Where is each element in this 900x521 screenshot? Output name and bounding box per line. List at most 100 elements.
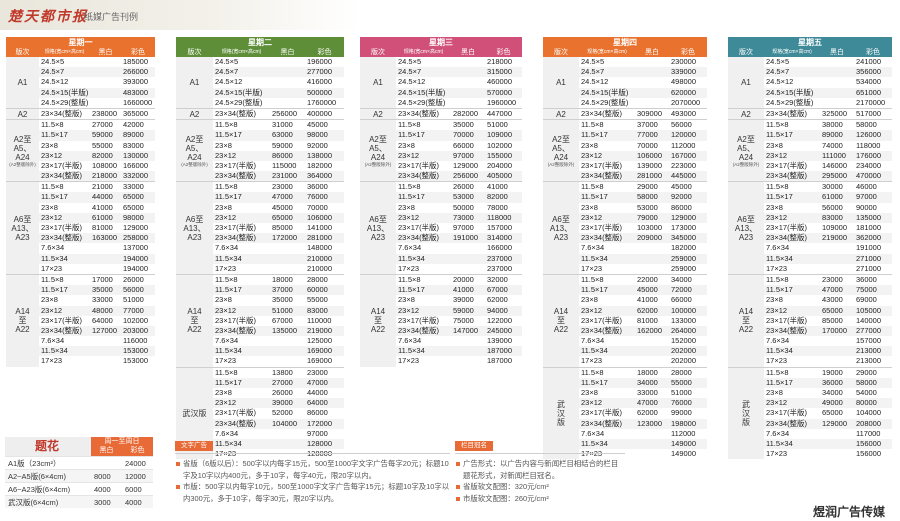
edition-label-line: 至 [557, 316, 565, 326]
color-price-cell: 365000 [123, 108, 149, 118]
edition-label: A1 [360, 57, 396, 108]
size-cell: 23×12 [398, 150, 420, 160]
price-row: 23×8 35000 55000 [213, 295, 344, 306]
color-price-cell: 129000 [671, 212, 697, 222]
bw-price-cell: 282000 [453, 108, 479, 118]
color-price-cell: 139000 [487, 336, 513, 346]
bw-price-cell: 325000 [822, 108, 848, 118]
price-row: 11.5×8 22000 34000 [579, 274, 707, 286]
color-price-cell: 51000 [487, 120, 508, 130]
color-price-cell: 44000 [307, 388, 328, 397]
color-price-cell: 56000 [123, 285, 144, 295]
price-row: 11.5×8 23000 36000 [213, 182, 344, 193]
bw-price-cell: 35000 [272, 295, 293, 305]
col-bw: 黑白 [280, 49, 295, 56]
edition-group: A1 24.5×5 241000 24.5×7 356000 24.5×12 534000 2… [728, 57, 892, 108]
bw-price-cell: 123000 [637, 418, 663, 428]
color-price-cell: 65000 [123, 192, 144, 202]
bw-price-cell: 129000 [453, 160, 479, 170]
size-cell: 7.6×34 [398, 336, 422, 346]
size-cell: 24.5×29(整版) [766, 97, 814, 107]
color-price-cell: 46000 [856, 182, 877, 192]
edition-label-line: A14 [738, 307, 754, 317]
size-cell: 11.5×17 [581, 377, 608, 387]
price-row: 11.5×8 18000 28000 [579, 367, 707, 378]
size-cell: 23×17(半版) [581, 408, 623, 418]
price-row: 23×17(半版) 115000 182000 [213, 160, 344, 172]
text-ad-section: 文字广告 省版（6版以后）：500字以内每字15元，500至1000字文字广告每… [175, 439, 450, 504]
bw-price-cell [90, 98, 121, 108]
bw-price-cell: 129000 [822, 418, 848, 428]
size-cell: 11.5×17 [41, 130, 68, 140]
flower-edition-cell: 武汉版(6×4cm) [8, 498, 59, 507]
price-row: 11.5×34 149000 [579, 438, 707, 450]
size-cell: 24.5×15(半版) [581, 87, 629, 97]
price-row: 23×12 82000 130000 [39, 150, 155, 161]
edition-label-line: 至 [190, 316, 199, 326]
day-table: 星期一 版次 规格(宽cm×高cm) 黑白 彩色 A1 24.5×5 185000 24.5×7… [6, 37, 155, 367]
size-cell: 24.5×15(半版) [398, 87, 446, 97]
price-row: 24.5×7 266000 [39, 67, 155, 78]
size-cell: 11.5×8 [398, 182, 421, 192]
bw-price-cell: 53000 [453, 192, 474, 202]
bw-price-cell [90, 254, 121, 264]
bw-price-cell: 77000 [637, 130, 658, 140]
price-row: 24.5×7 339000 [579, 67, 707, 78]
size-cell: 23×12 [41, 150, 63, 160]
bw-price-cell: 61000 [92, 212, 113, 222]
size-cell: 24.5×5 [398, 57, 422, 66]
day-title: 星期二 [176, 37, 344, 48]
edition-note: (A2整版除外) [9, 161, 36, 167]
price-row: 11.5×34 237000 [396, 253, 522, 264]
size-cell: 23×8 [215, 202, 232, 212]
bw-price-cell: 22000 [637, 274, 658, 284]
col-edition: 版次 [15, 49, 30, 56]
price-row: 11.5×17 45000 72000 [579, 285, 707, 296]
color-price-cell: 26000 [123, 274, 144, 284]
color-price-cell: 167000 [671, 150, 697, 160]
size-cell: 11.5×17 [766, 377, 793, 387]
edition-label-line: 版 [557, 417, 565, 427]
edition-label-line: A13、 [734, 223, 758, 233]
color-price-cell: 156000 [856, 438, 882, 448]
size-cell: 24.5×15(半版) [215, 87, 263, 97]
price-row: 23×12 73000 118000 [396, 212, 522, 223]
price-row: 24.5×5 241000 [764, 57, 892, 68]
bw-price-cell: 74000 [822, 140, 843, 150]
column-header: 版次 规格(宽cm×高cm) 黑白 彩色 [543, 48, 707, 57]
bw-price-cell [820, 439, 854, 449]
edition-group: 武汉版 11.5×8 19000 29000 11.5×17 36000 58000 23×8… [728, 366, 892, 460]
color-price-cell: 45000 [671, 182, 692, 192]
size-cell: 23×17(半版) [581, 160, 623, 170]
color-price-cell: 172000 [307, 418, 333, 428]
size-cell: 11.5×8 [215, 274, 238, 284]
size-cell: 23×17(半版) [41, 315, 83, 325]
flower-color-cell: 6000 [125, 485, 142, 494]
price-row: 11.5×17 41000 67000 [396, 285, 522, 296]
color-price-cell: 241000 [856, 57, 882, 66]
color-price-cell: 405000 [487, 171, 513, 181]
edition-label-line: A14 [187, 307, 202, 317]
price-row: 23×34(整版) 127000 203000 [39, 325, 155, 337]
bw-price-cell [820, 346, 854, 356]
size-cell: 23×8 [581, 202, 598, 212]
bw-price-cell: 104000 [272, 418, 298, 428]
bw-price-cell: 35000 [453, 120, 474, 130]
size-cell: 11.5×17 [581, 130, 608, 140]
size-cell: 11.5×8 [581, 120, 604, 130]
price-row: 11.5×8 19000 29000 [764, 367, 892, 378]
bw-price-cell [635, 77, 669, 87]
price-row: 11.5×34 156000 [764, 438, 892, 450]
edition-group: A2 23×34(整版) 256000 400000 [176, 107, 344, 120]
day-table: 星期二 版次 规格(宽cm×高cm) 黑白 彩色 A1 24.5×5 196000 24.5×7… [176, 37, 344, 460]
edition-label: A14 至 A22 [176, 274, 213, 367]
edition-label: A6至 A13、 A23 [543, 182, 579, 274]
bw-price-cell: 19000 [822, 367, 843, 377]
edition-label: A6至 A13、 A23 [6, 182, 39, 274]
bw-price-cell [270, 356, 305, 366]
bw-price-cell: 163000 [92, 233, 118, 243]
edition-group: A2至 A5、 A24 (A2整版除外) 11.5×8 38000 58000 11.5×17… [728, 119, 892, 182]
color-price-cell: 191000 [856, 243, 882, 253]
size-cell: 23×8 [766, 140, 783, 150]
color-price-cell: 2170000 [856, 97, 886, 107]
